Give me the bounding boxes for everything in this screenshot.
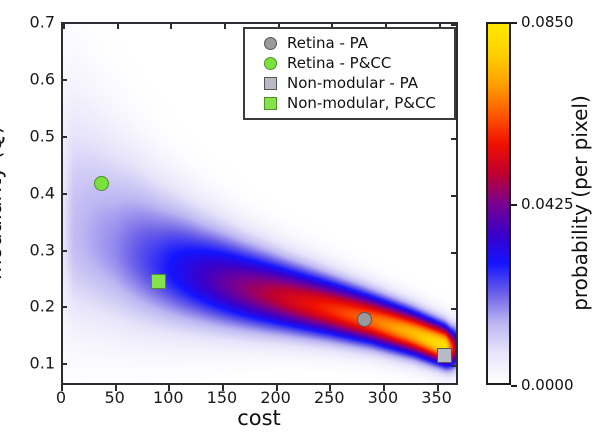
x-tick-label: 300 (367, 388, 399, 407)
data-point-marker (437, 348, 453, 364)
legend-item-label: Retina - P&CC (287, 54, 392, 72)
x-tick-mark (61, 385, 63, 391)
x-tick-mark-top (277, 24, 280, 29)
colorbar (486, 22, 511, 385)
y-tick-mark (61, 249, 67, 252)
y-tick-mark (61, 135, 67, 138)
data-point-marker (357, 312, 372, 328)
legend-marker-square-icon (253, 96, 287, 110)
x-tick-mark (221, 385, 224, 391)
y-tick-label: 0.5 (29, 126, 55, 146)
x-tick-label: 250 (313, 388, 345, 407)
colorbar-tick-label: 0.0850 (521, 13, 574, 31)
legend-item[interactable]: Retina - P&CC (253, 53, 448, 73)
legend-marker-circle-icon (253, 36, 287, 50)
y-axis-label-suffix: ) (0, 126, 6, 134)
y-tick-label: 0.3 (29, 240, 55, 260)
x-tick-label: 200 (260, 388, 291, 407)
x-tick-mark (329, 385, 332, 391)
y-tick-mark (61, 78, 67, 81)
y-axis-label: modularity (Q) (0, 126, 6, 280)
x-axis-label: cost (237, 406, 281, 430)
legend-swatch (263, 96, 277, 110)
y-axis-label-prefix: modularity ( (0, 151, 6, 281)
y-tick-mark (61, 22, 67, 24)
x-tick-label: 150 (206, 388, 238, 407)
y-tick-mark-right (451, 137, 456, 140)
x-tick-mark-top (438, 24, 441, 29)
colorbar-tick-mark (511, 385, 517, 387)
x-tick-label: 0 (55, 388, 67, 407)
y-tick-mark-right (451, 365, 456, 368)
legend-marker-square-icon (253, 76, 287, 90)
colorbar-tick-mark (511, 203, 517, 206)
x-tick-mark-top (116, 24, 119, 29)
x-tick-mark-top (223, 24, 226, 29)
data-point-marker (150, 274, 166, 290)
legend-item-label: Non-modular, P&CC (287, 94, 436, 112)
colorbar-gradient (488, 24, 509, 383)
colorbar-tick-mark (511, 22, 517, 24)
colorbar-tick-label: 0.0000 (521, 376, 574, 394)
y-tick-label: 0.6 (29, 69, 55, 89)
x-tick-mark (275, 385, 278, 391)
y-tick-mark (61, 306, 67, 309)
legend-swatch (263, 36, 277, 50)
y-tick-mark (61, 192, 67, 195)
y-tick-mark-right (451, 308, 456, 311)
legend-item-label: Retina - PA (287, 34, 369, 52)
legend-item[interactable]: Retina - PA (253, 33, 448, 53)
y-tick-mark (61, 363, 67, 366)
x-tick-mark (168, 385, 171, 391)
legend-swatch (263, 76, 277, 90)
x-tick-mark-top (63, 24, 65, 29)
colorbar-tick-label: 0.0425 (521, 194, 574, 213)
y-axis-label-symbol: Q (0, 134, 6, 151)
data-point-marker (94, 175, 110, 191)
y-tick-mark-right (451, 194, 456, 197)
legend-marker-circle-icon (253, 56, 287, 70)
legend-item[interactable]: Non-modular, P&CC (253, 93, 448, 113)
y-tick-label: 0.7 (29, 12, 55, 32)
y-tick-mark-right (451, 24, 456, 26)
colorbar-label: probability (per pixel) (568, 95, 592, 311)
legend-item[interactable]: Non-modular - PA (253, 73, 448, 93)
y-tick-mark-right (451, 251, 456, 254)
legend-swatch (263, 56, 277, 70)
x-tick-mark-top (331, 24, 334, 29)
x-tick-mark-top (384, 24, 387, 29)
y-tick-label: 0.1 (29, 353, 55, 373)
x-tick-label: 100 (153, 388, 184, 407)
y-tick-label: 0.4 (29, 183, 55, 203)
legend-item-label: Non-modular - PA (287, 74, 418, 92)
x-tick-mark (382, 385, 385, 391)
x-tick-mark-top (170, 24, 173, 29)
x-tick-mark (436, 385, 439, 391)
x-tick-label: 50 (104, 388, 125, 407)
y-tick-label: 0.2 (29, 296, 55, 316)
x-tick-mark (114, 385, 117, 391)
legend-box[interactable]: Retina - PA Retina - P&CC Non-modular - PA… (243, 27, 456, 120)
x-tick-label: 350 (421, 388, 452, 407)
